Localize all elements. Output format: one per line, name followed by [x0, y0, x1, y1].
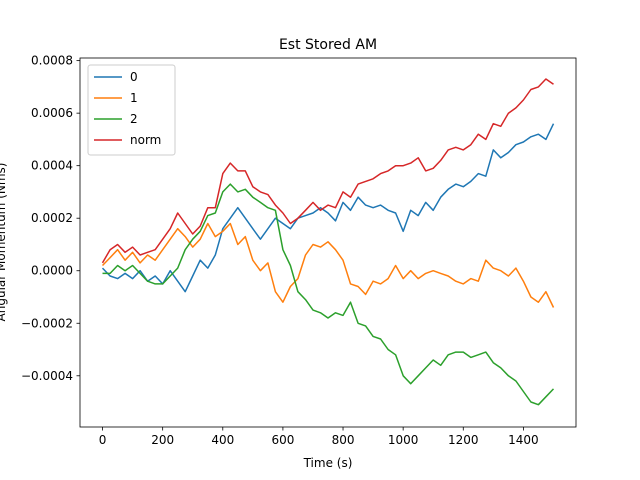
x-tick-label: 400: [211, 433, 234, 447]
y-tick-label: −0.0004: [21, 369, 73, 383]
legend: 0 1 2 norm: [87, 64, 176, 156]
chart-title: Est Stored AM: [279, 37, 377, 53]
series-layer: [101, 78, 555, 406]
series-line-norm: [101, 78, 554, 264]
y-tick-label: −0.0002: [21, 316, 73, 330]
series-line-1: [101, 222, 555, 308]
legend-label-0: 0: [130, 70, 138, 84]
axes-frame: [79, 57, 577, 428]
legend-box: [87, 64, 176, 156]
x-tick-label: 0: [99, 433, 107, 447]
y-tick-label: 0.0008: [31, 54, 73, 68]
axes: 0 200 400 600 800 1000 1200 1400 −0.0004 −0.0002 0…: [21, 54, 577, 447]
series-line-2: [102, 183, 555, 406]
series-line-0: [101, 123, 555, 293]
x-tick-label: 200: [151, 433, 174, 447]
x-axis-label: Time (s): [303, 456, 353, 470]
x-tick-label: 1200: [448, 433, 479, 447]
y-tick-label: 0.0002: [31, 211, 73, 225]
x-tick-label: 800: [332, 433, 355, 447]
x-tick-label: 1400: [508, 433, 539, 447]
x-tick-label: 1000: [388, 433, 419, 447]
y-tick-label: 0.0006: [31, 106, 73, 120]
legend-label-1: 1: [130, 91, 138, 105]
legend-label-norm: norm: [130, 133, 161, 147]
x-tick-label: 600: [271, 433, 294, 447]
legend-label-2: 2: [130, 112, 138, 126]
y-tick-label: 0.0004: [31, 159, 73, 173]
y-tick-label: 0.0000: [31, 264, 73, 278]
plot-area: [101, 78, 555, 406]
y-axis-label: Angular Momentum (Nms): [0, 163, 8, 322]
